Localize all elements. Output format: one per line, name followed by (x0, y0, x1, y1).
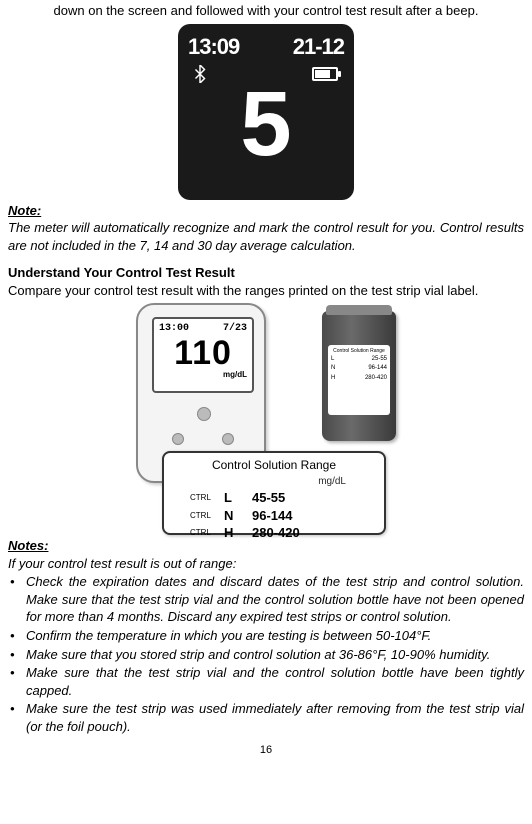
bluetooth-icon (194, 65, 206, 83)
rb-range: 280-420 (252, 524, 300, 542)
rb-ctrl: CTRL (190, 489, 212, 507)
battery-icon (312, 67, 338, 81)
section-heading: Understand Your Control Test Result (8, 264, 524, 282)
meter-button (172, 433, 184, 445)
list-item: •Make sure that you stored strip and con… (8, 646, 524, 664)
rb-range: 45-55 (252, 489, 285, 507)
vial: Control Solution Range L 25-55 N 96-144 H 2… (322, 311, 396, 441)
page-number: 16 (8, 743, 524, 758)
meter-button (222, 433, 234, 445)
meter-lcd: 13:00 7/23 110 mg/dL (152, 317, 254, 393)
list-item: •Make sure that the test strip vial and … (8, 664, 524, 699)
rb-ctrl: CTRL (190, 524, 212, 542)
rb-range: 96-144 (252, 507, 292, 525)
note-heading: Note: (8, 202, 524, 220)
rb-level: L (224, 489, 240, 507)
list-item: •Check the expiration dates and discard … (8, 573, 524, 626)
list-item: •Confirm the temperature in which you ar… (8, 627, 524, 645)
device-time: 13:09 (188, 32, 239, 62)
vial-range: 280-420 (365, 375, 387, 382)
vial-range: 25-55 (372, 356, 387, 363)
bullet-text: Make sure the test strip was used immedi… (26, 700, 524, 735)
notes-list: •Check the expiration dates and discard … (8, 573, 524, 735)
rangebox-title: Control Solution Range (172, 457, 376, 473)
vial-label: Control Solution Range L 25-55 N 96-144 H 2… (328, 345, 390, 415)
rb-ctrl: CTRL (190, 507, 212, 525)
top-line: down on the screen and followed with you… (8, 2, 524, 20)
vial-level: L (331, 356, 334, 363)
vial-level: N (331, 365, 335, 372)
range-box: Control Solution Range mg/dL CTRLL45-55 … (162, 451, 386, 535)
bullet-text: Make sure that the test strip vial and t… (26, 664, 524, 699)
device-date: 21-12 (293, 32, 344, 62)
vial-level: H (331, 375, 335, 382)
bullet-text: Confirm the temperature in which you are… (26, 627, 524, 645)
note-body: The meter will automatically recognize a… (8, 219, 524, 254)
list-item: •Make sure the test strip was used immed… (8, 700, 524, 735)
meter-button (197, 407, 211, 421)
vial-title: Control Solution Range (331, 348, 387, 354)
compare-line: Compare your control test result with th… (8, 282, 524, 300)
device-value: 5 (188, 85, 344, 163)
vial-range: 96-144 (368, 365, 387, 372)
device-display: 13:09 21-12 5 (178, 24, 354, 200)
bullet-text: Check the expiration dates and discard d… (26, 573, 524, 626)
notes-intro: If your control test result is out of ra… (8, 555, 524, 573)
meter-value: 110 (159, 336, 247, 370)
rangebox-unit: mg/dL (172, 475, 376, 489)
comparison-illustration: 13:00 7/23 110 mg/dL Control Solution Ra… (116, 303, 416, 535)
vial-cap (326, 305, 392, 315)
rb-level: N (224, 507, 240, 525)
bullet-text: Make sure that you stored strip and cont… (26, 646, 524, 664)
rb-level: H (224, 524, 240, 542)
